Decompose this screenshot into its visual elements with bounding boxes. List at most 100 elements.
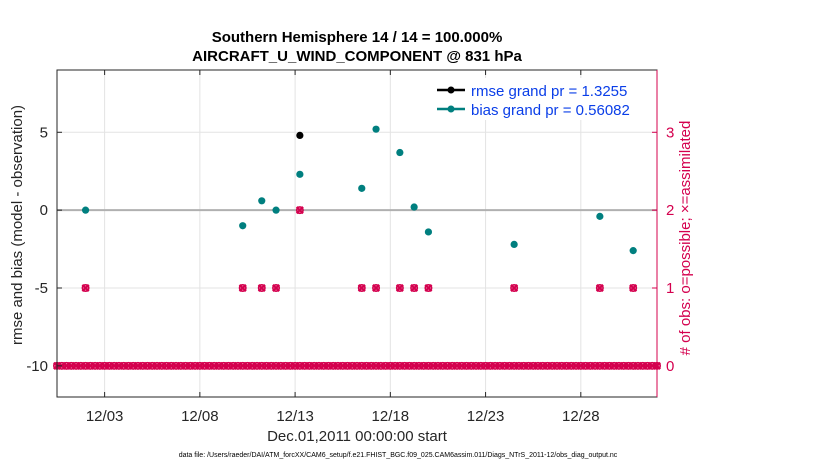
obs-zero-possible-marker <box>148 361 157 370</box>
data-file-footer: data file: /Users/raeder/DAI/ATM_forcXX/… <box>179 452 618 459</box>
obs-zero-possible-marker <box>419 361 428 370</box>
x-axis-label: Dec.01,2011 00:00:00 start <box>267 428 448 445</box>
obs-zero-possible-marker <box>343 361 352 370</box>
x-tick-label: 12/13 <box>276 408 314 425</box>
obs-zero-possible-marker <box>381 361 390 370</box>
legend-bias-label: bias grand pr = 0.56082 <box>471 102 630 119</box>
obs-zero-possible-marker <box>481 361 490 370</box>
obs-possible-marker <box>395 283 404 292</box>
bias-point <box>272 206 280 214</box>
obs-zero-possible-marker <box>405 361 414 370</box>
obs-zero-possible-marker <box>605 361 614 370</box>
obs-zero-possible-marker <box>586 361 595 370</box>
obs-zero-possible-marker <box>338 361 347 370</box>
obs-zero-possible-marker <box>400 361 409 370</box>
obs-assimilated-marker <box>295 206 304 215</box>
obs-zero-possible-marker <box>176 361 185 370</box>
obs-zero-possible-marker <box>376 361 385 370</box>
obs-zero-possible-marker <box>129 361 138 370</box>
obs-zero-possible-marker <box>305 361 314 370</box>
obs-zero-possible-marker <box>557 361 566 370</box>
obs-possible-marker <box>357 283 366 292</box>
obs-zero-possible-marker <box>462 361 471 370</box>
obs-zero-possible-marker <box>243 361 252 370</box>
obs-zero-possible-marker <box>591 361 600 370</box>
obs-zero-possible-marker <box>567 361 576 370</box>
obs-zero-possible-marker <box>533 361 542 370</box>
obs-zero-possible-marker <box>172 361 181 370</box>
obs-zero-possible-marker <box>610 361 619 370</box>
obs-zero-possible-marker <box>529 361 538 370</box>
obs-zero-possible-marker <box>372 361 381 370</box>
obs-zero-possible-marker <box>314 361 323 370</box>
obs-zero-possible-marker <box>324 361 333 370</box>
bias-point <box>296 170 304 178</box>
obs-zero-possible-marker <box>510 361 519 370</box>
rmse-bias-marks <box>81 125 637 255</box>
bias-point <box>629 247 637 255</box>
x-tick-label: 12/08 <box>181 408 219 425</box>
obs-possible-marker <box>272 283 281 292</box>
obs-possible-marker <box>629 283 638 292</box>
obs-assimilated-marker <box>372 284 381 292</box>
obs-zero-possible-marker <box>238 361 247 370</box>
bias-point <box>372 125 380 133</box>
obs-zero-possible-marker <box>286 361 295 370</box>
obs-zero-possible-marker <box>386 361 395 370</box>
y2-tick-label: 1 <box>666 280 674 297</box>
obs-zero-possible-marker <box>214 361 223 370</box>
obs-zero-possible-marker <box>281 361 290 370</box>
obs-zero-possible-marker <box>200 361 209 370</box>
obs-zero-possible-marker <box>395 361 404 370</box>
bias-point <box>81 206 90 214</box>
obs-zero-possible-marker <box>248 361 257 370</box>
obs-zero-possible-marker <box>100 361 109 370</box>
obs-zero-possible-marker <box>91 361 100 370</box>
obs-zero-possible-marker <box>138 361 147 370</box>
y-tick-label: -5 <box>35 280 48 297</box>
obs-zero-possible-marker <box>224 361 233 370</box>
obs-zero-possible-marker <box>333 361 342 370</box>
obs-possible-marker <box>410 283 419 292</box>
obs-zero-possible-marker <box>276 361 285 370</box>
obs-assimilated-marker <box>510 284 519 292</box>
obs-zero-possible-marker <box>452 361 461 370</box>
bias-point <box>410 203 418 211</box>
bias-point <box>239 222 247 230</box>
obs-zero-possible-marker <box>448 361 457 370</box>
obs-zero-possible-marker <box>633 361 642 370</box>
obs-assimilated-marker <box>395 284 404 292</box>
obs-zero-possible-marker <box>357 361 366 370</box>
obs-zero-possible-marker <box>576 361 585 370</box>
y2-axis-label: # of obs: o=possible; ×=assimilated <box>677 121 694 356</box>
rmse-point <box>296 131 304 139</box>
obs-zero-possible-marker <box>524 361 533 370</box>
y2-tick-label: 2 <box>666 202 674 219</box>
obs-zero-possible-marker <box>110 361 119 370</box>
obs-zero-possible-marker <box>86 361 95 370</box>
obs-zero-possible-marker <box>414 361 423 370</box>
obs-zero-possible-marker <box>581 361 590 370</box>
obs-zero-possible-marker <box>543 361 552 370</box>
obs-zero-possible-marker <box>67 361 76 370</box>
obs-zero-possible-marker <box>143 361 152 370</box>
y-axis-label: rmse and bias (model - observation) <box>9 105 26 345</box>
obs-zero-possible-marker <box>443 361 452 370</box>
obs-possible-marker <box>372 283 381 292</box>
obs-zero-possible-marker <box>186 361 195 370</box>
y2-tick-label: 3 <box>666 124 674 141</box>
obs-zero-possible-marker <box>167 361 176 370</box>
obs-zero-possible-marker <box>191 361 200 370</box>
bias-point <box>396 148 404 157</box>
obs-assimilated-marker <box>257 284 266 292</box>
obs-zero-possible-marker <box>62 361 71 370</box>
obs-zero-possible-marker <box>572 361 581 370</box>
obs-zero-possible-marker <box>362 361 371 370</box>
obs-zero-possible-marker <box>624 361 633 370</box>
obs-zero-possible-marker <box>157 361 166 370</box>
obs-zero-possible-marker <box>476 361 485 370</box>
obs-zero-possible-marker <box>619 361 628 370</box>
obs-possible-marker <box>510 283 519 292</box>
obs-count-marks <box>52 206 661 370</box>
obs-zero-possible-marker <box>519 361 528 370</box>
